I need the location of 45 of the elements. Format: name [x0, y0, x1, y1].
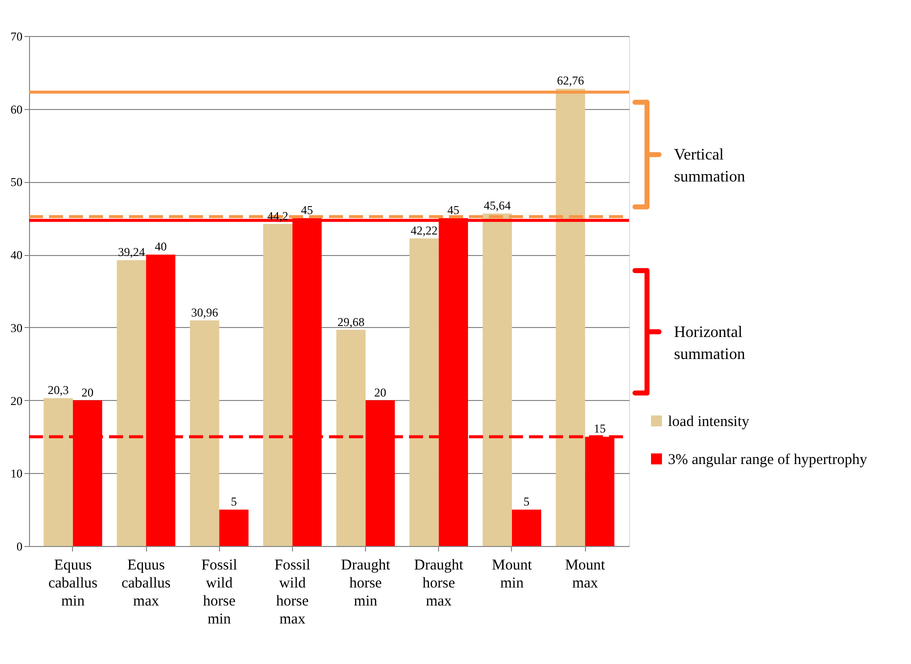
data-label: 5 — [524, 494, 530, 509]
data-label: 45 — [301, 203, 314, 218]
data-label: 15 — [594, 422, 606, 436]
data-label: 62,76 — [556, 74, 584, 88]
data-label: 40 — [154, 240, 167, 254]
data-label: 20 — [374, 385, 386, 400]
y-tick-label: 60 — [10, 102, 22, 116]
bar — [116, 260, 146, 546]
bar — [44, 398, 73, 546]
x-tick-label: Equus caballus max — [121, 558, 171, 610]
data-label: 45 — [447, 203, 460, 218]
bar — [409, 238, 439, 546]
bar — [512, 510, 542, 546]
text: Horizontal summation — [674, 324, 746, 363]
text: Vertical summation — [674, 146, 746, 186]
x-tick-label: Equus caballus min — [48, 558, 98, 610]
x-tick-label: Mount min — [492, 558, 533, 592]
y-tick-label: 10 — [10, 466, 22, 481]
data-label: 5 — [230, 494, 237, 509]
bar — [190, 320, 220, 546]
data-label: 29,68 — [337, 314, 364, 329]
y-tick-label: 70 — [10, 30, 22, 44]
y-tick-label: 0 — [16, 540, 22, 554]
x-tick-label: Draught horse max — [414, 558, 464, 610]
bar — [263, 224, 292, 546]
bar — [219, 510, 249, 546]
data-label: 39,24 — [118, 245, 145, 260]
data-label: 20,3 — [48, 383, 69, 398]
x-tick-label: Draught horse min — [341, 558, 391, 610]
legend-label: 3% angular range of hypertrophy — [668, 452, 868, 468]
y-tick-label: 30 — [10, 320, 22, 335]
bar — [482, 213, 512, 546]
x-tick-label: Fossil wild horse max — [274, 558, 310, 628]
data-label: 45,64 — [484, 198, 511, 212]
legend-label: load intensity — [668, 414, 750, 430]
y-tick-label: 40 — [10, 248, 22, 262]
data-label: 42,22 — [410, 223, 438, 238]
y-tick-label: 20 — [10, 394, 22, 408]
data-label: 20 — [82, 385, 94, 400]
x-tick-label: Fossil wild horse min — [201, 558, 238, 628]
data-label: 30,96 — [191, 305, 218, 320]
x-tick-label: Mount max — [565, 558, 606, 592]
bar — [556, 88, 586, 546]
y-tick-label: 50 — [10, 175, 22, 190]
bar — [336, 330, 366, 546]
